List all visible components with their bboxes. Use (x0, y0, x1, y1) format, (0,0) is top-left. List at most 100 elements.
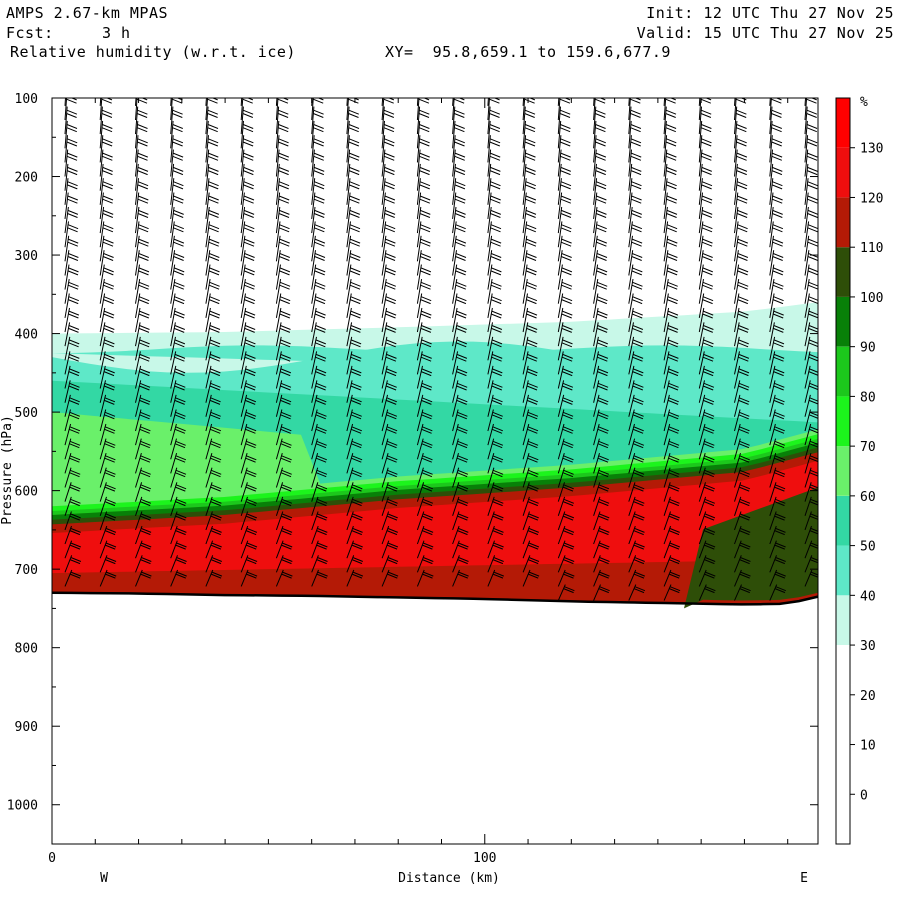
wind-barb (698, 482, 706, 502)
wind-barb-flag (633, 368, 644, 374)
wind-barb-flag (738, 371, 749, 377)
wind-barb-flag (313, 109, 324, 115)
wind-barb (628, 555, 637, 573)
wind-barb-flag (738, 356, 749, 362)
wind-barb-flag (244, 224, 255, 230)
wind-barb-flag (806, 85, 816, 89)
wind-barb-flag (701, 184, 712, 190)
wind-barb (381, 235, 387, 262)
wind-barb (487, 569, 496, 587)
wind-barb (734, 178, 739, 205)
wind-barb-flag (207, 155, 219, 161)
wind-barb-flag (421, 339, 432, 345)
wind-barb (170, 221, 175, 248)
wind-barb-flag (809, 440, 818, 445)
wind-barb-flag (175, 486, 186, 492)
wind-barb (522, 98, 526, 121)
wind-barb-flag (527, 382, 538, 388)
wind-barb-flag (422, 484, 433, 490)
wind-barb (311, 569, 319, 587)
wind-barb (64, 250, 70, 276)
wind-barb (769, 584, 778, 601)
wind-barb-flag (493, 513, 504, 519)
wind-barb-flag (137, 141, 148, 147)
wind-barb-flag (702, 224, 713, 230)
wind-barb-flag (317, 557, 328, 562)
wind-barb-flag (704, 573, 715, 579)
wind-barb-flag (560, 138, 571, 144)
wind-barb (64, 98, 67, 106)
wind-barb-flag (595, 82, 605, 86)
wind-barb-flag (352, 498, 363, 504)
wind-barb-flag (702, 327, 713, 333)
wind-barb (487, 525, 495, 545)
wind-barb-flag (630, 85, 640, 89)
wind-barb-flag (316, 469, 328, 475)
wind-barb-flag (665, 85, 675, 89)
wind-barb (557, 135, 562, 163)
wind-barb (628, 584, 637, 601)
wind-barb-flag (774, 559, 785, 565)
wind-barb-flag (139, 486, 151, 492)
wind-barb-flag (631, 195, 642, 201)
wind-barb-flag (351, 440, 363, 446)
wind-barb-flag (669, 513, 680, 519)
wind-barb-flag (385, 238, 396, 244)
wind-barb (64, 351, 71, 375)
wind-barb-flag (422, 559, 433, 565)
wind-barb-flag (69, 397, 80, 403)
wind-barb (593, 511, 601, 531)
wind-barb (593, 235, 598, 262)
wind-barb-flag (703, 397, 715, 403)
wind-barb (452, 163, 456, 191)
wind-barb-flag (562, 501, 574, 507)
wind-barb-flag (599, 571, 610, 577)
colorbar-label: 20 (860, 689, 876, 704)
wind-barb-flag (774, 440, 785, 446)
wind-barb-flag (701, 138, 712, 144)
wind-barb (275, 555, 284, 573)
wind-barb-flag (385, 270, 396, 276)
wind-barb (416, 250, 422, 276)
wind-barb-flag (386, 457, 397, 463)
wind-barb-flag (138, 209, 149, 215)
wind-barb-flag (810, 513, 818, 518)
wind-barb (734, 221, 739, 248)
wind-barb-flag (492, 440, 504, 446)
wind-barb-flag (175, 382, 186, 388)
wind-barb-flag (737, 299, 748, 305)
wind-barb-flag (774, 368, 785, 374)
wind-barb-flag (739, 588, 750, 594)
wind-barb-flag (102, 256, 114, 261)
wind-barb-flag (104, 443, 115, 449)
wind-barb (205, 438, 213, 460)
wind-barb-flag (527, 515, 539, 521)
wind-barb-flag (492, 472, 503, 478)
wind-barb (522, 163, 527, 191)
wind-barb (170, 394, 177, 417)
wind-barb-flag (775, 586, 786, 592)
wind-barb-flag (349, 227, 360, 233)
wind-barb (557, 192, 563, 219)
wind-barb-flag (526, 253, 537, 258)
wind-barb (346, 98, 348, 106)
wind-barb-flag (420, 313, 431, 319)
wind-barb (522, 496, 530, 516)
wind-barb-flag (737, 284, 748, 290)
wind-barb (487, 511, 495, 531)
wind-barb-flag (278, 124, 289, 129)
wind-barb (170, 540, 178, 559)
wind-barb (522, 511, 530, 531)
wind-barb-flag (278, 213, 290, 218)
wind-barb-flag (102, 198, 113, 204)
wind-barb (452, 336, 458, 361)
wind-barb-flag (67, 152, 78, 158)
wind-barb-flag (317, 98, 324, 101)
wind-barb (522, 98, 525, 106)
wind-barb-flag (598, 573, 609, 579)
colorbar-label: 120 (860, 191, 883, 206)
wind-barb-flag (101, 98, 112, 104)
wind-barb-flag (668, 472, 679, 478)
wind-barb-flag (630, 138, 642, 144)
wind-barb-flag (665, 124, 677, 129)
